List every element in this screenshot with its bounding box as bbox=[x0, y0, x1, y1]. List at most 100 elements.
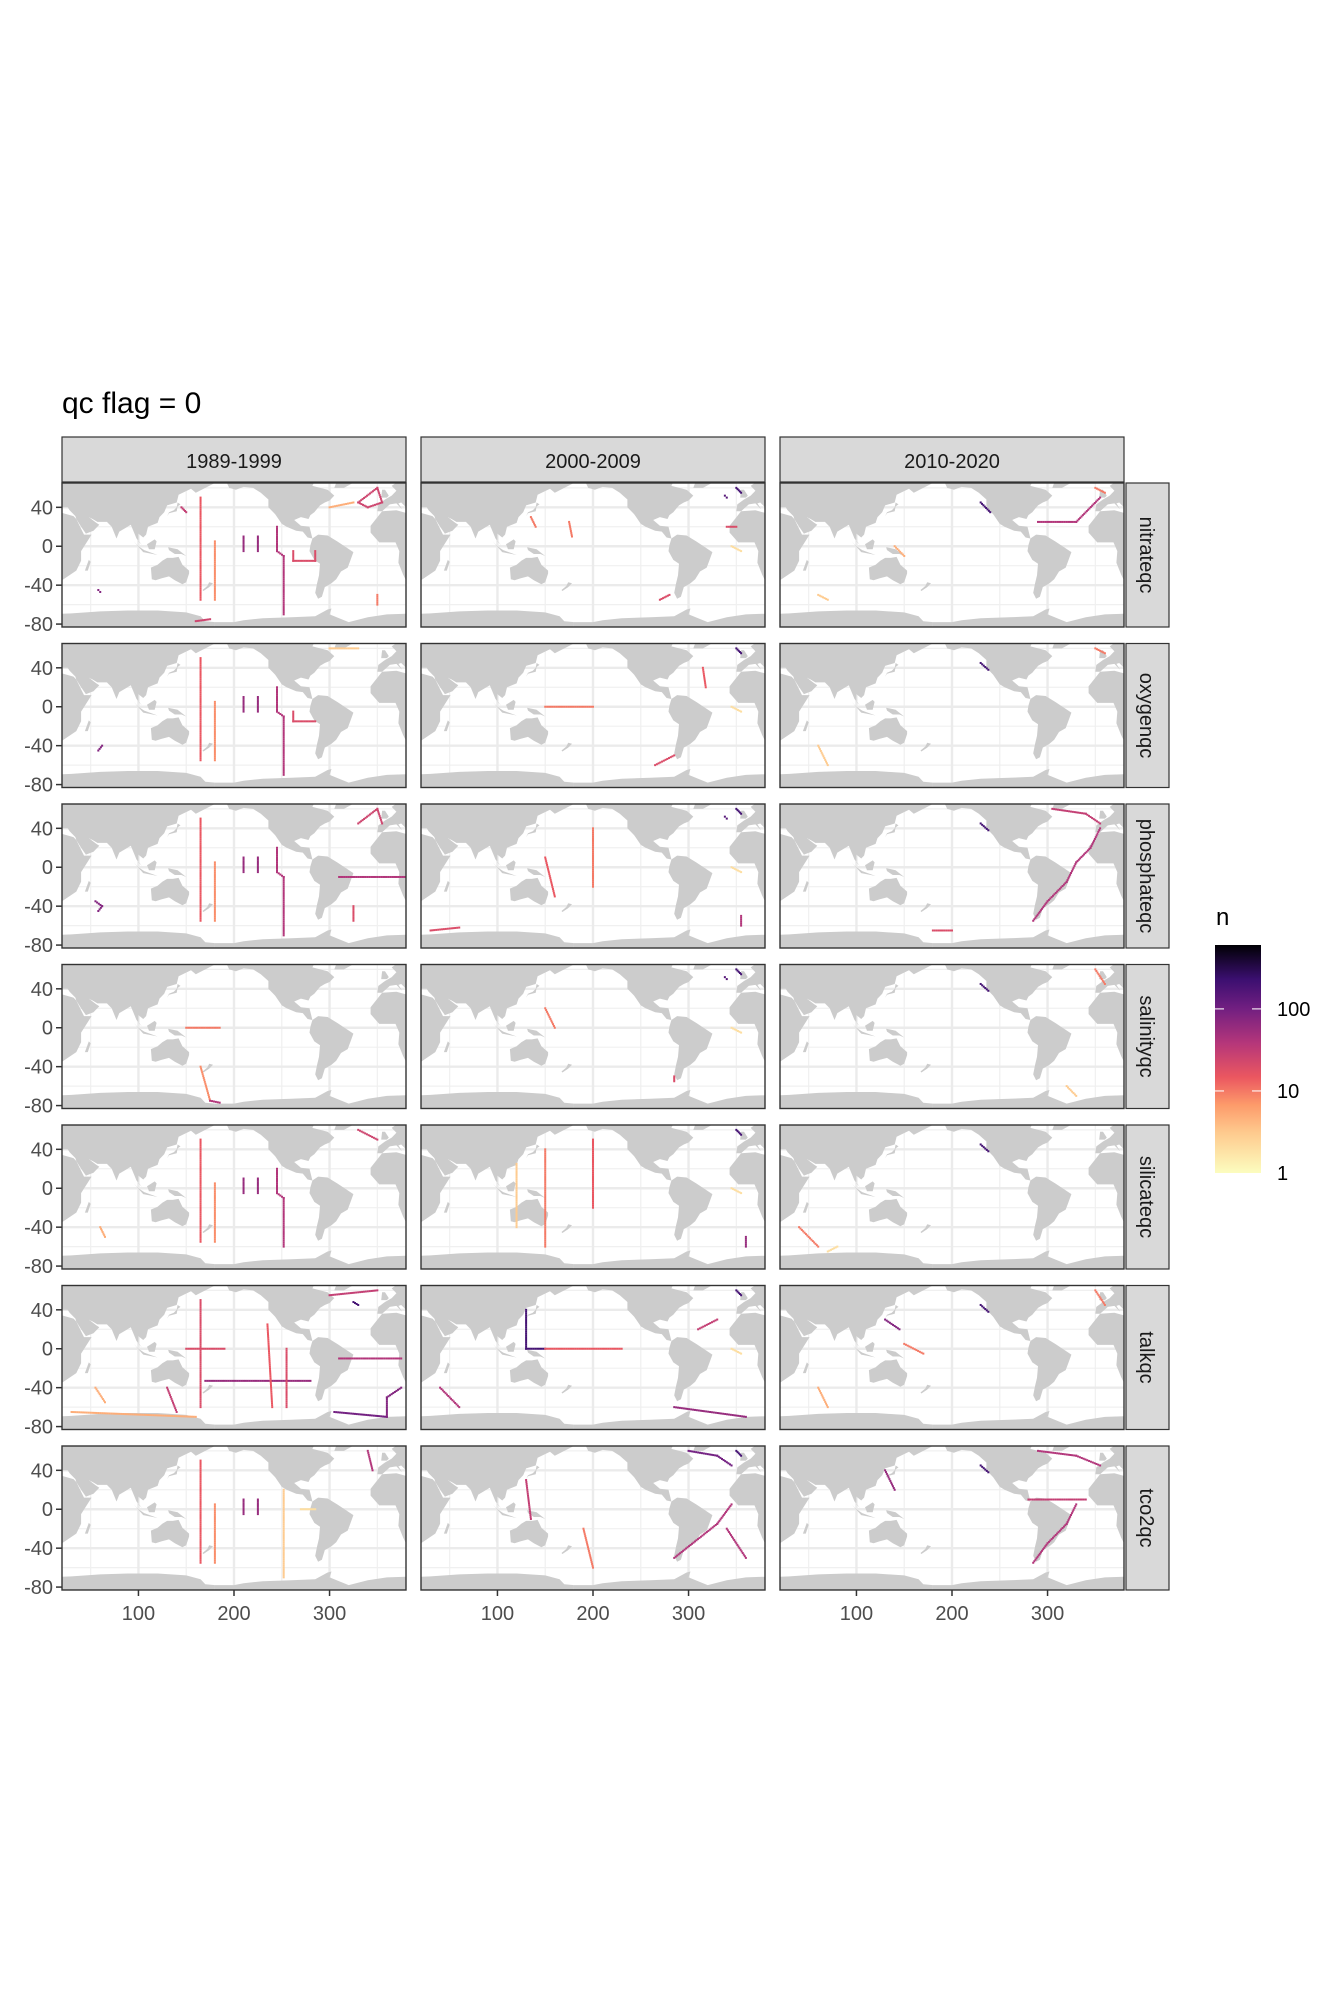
data-cell bbox=[276, 1190, 278, 1193]
data-cell bbox=[213, 900, 216, 903]
data-cell bbox=[199, 676, 202, 679]
data-cell bbox=[292, 550, 295, 553]
land-polygon bbox=[527, 1349, 546, 1359]
data-cell bbox=[242, 1184, 245, 1187]
land-polygon bbox=[150, 717, 190, 745]
data-cell bbox=[726, 1509, 729, 1512]
data-cell bbox=[591, 1562, 594, 1565]
data-cell bbox=[592, 1161, 594, 1164]
panel-border bbox=[779, 803, 1125, 949]
data-cell bbox=[207, 1026, 210, 1029]
data-cell bbox=[525, 1479, 528, 1482]
data-cell bbox=[199, 591, 202, 594]
data-cell bbox=[131, 1413, 134, 1416]
legend-label: 1 bbox=[1277, 1163, 1288, 1185]
data-cell bbox=[908, 1345, 911, 1348]
data-cell bbox=[199, 736, 202, 739]
data-cell bbox=[549, 876, 552, 879]
land-polygon bbox=[920, 1545, 931, 1554]
data-cell bbox=[384, 1415, 387, 1418]
data-cell bbox=[825, 1402, 828, 1405]
data-cell bbox=[818, 1388, 821, 1391]
data-cell bbox=[205, 1086, 208, 1089]
data-cell bbox=[544, 1226, 547, 1229]
data-cell bbox=[559, 705, 562, 708]
data-cell bbox=[282, 732, 285, 735]
data-cell bbox=[368, 813, 371, 816]
land-polygon bbox=[329, 782, 406, 785]
data-cell bbox=[285, 1373, 288, 1376]
data-cell bbox=[544, 1160, 547, 1162]
data-cell bbox=[199, 844, 202, 847]
data-cell bbox=[199, 1318, 202, 1321]
data-cell bbox=[1067, 877, 1070, 880]
data-cell bbox=[270, 1390, 273, 1393]
land-polygon bbox=[693, 1125, 712, 1130]
land-polygon bbox=[865, 1020, 875, 1031]
data-cell bbox=[213, 1522, 216, 1525]
land-polygon bbox=[802, 1362, 809, 1374]
data-cell bbox=[213, 1526, 216, 1529]
data-cell bbox=[704, 1452, 707, 1455]
data-cell bbox=[281, 553, 284, 556]
data-cell bbox=[282, 912, 285, 915]
land-polygon bbox=[668, 855, 713, 920]
land-polygon bbox=[377, 1125, 406, 1154]
data-cell bbox=[276, 703, 278, 706]
data-cell bbox=[279, 873, 282, 876]
data-cell bbox=[673, 1406, 676, 1409]
land bbox=[780, 964, 1124, 1109]
land-polygon bbox=[0, 787, 26, 809]
data-cell bbox=[199, 1326, 202, 1329]
land-polygon bbox=[0, 1337, 9, 1401]
data-cell bbox=[570, 535, 573, 538]
data-cell bbox=[199, 575, 202, 578]
data-cell bbox=[931, 929, 934, 932]
data-cell bbox=[199, 571, 202, 574]
data-cell bbox=[213, 745, 216, 748]
data-cell bbox=[665, 595, 668, 598]
data-cell bbox=[282, 1220, 285, 1223]
land-polygon bbox=[693, 483, 712, 488]
data-cell bbox=[199, 861, 202, 864]
data-cell bbox=[199, 900, 202, 903]
data-cell bbox=[213, 1532, 216, 1535]
data-cell bbox=[242, 1513, 245, 1516]
data-cell bbox=[376, 1138, 379, 1141]
data-cell bbox=[199, 728, 202, 731]
panel-phosphateqc-2000-2009 bbox=[420, 803, 766, 949]
data-cell bbox=[282, 756, 285, 759]
data-cell bbox=[170, 1397, 173, 1400]
land-polygon bbox=[370, 991, 406, 1062]
data-cell bbox=[1056, 890, 1059, 893]
land-polygon bbox=[226, 1125, 335, 1181]
data-cell bbox=[143, 1413, 146, 1416]
data-cell bbox=[285, 1365, 288, 1368]
data-cell bbox=[282, 1212, 285, 1215]
land-polygon bbox=[421, 1475, 451, 1544]
data-cell bbox=[1052, 520, 1055, 523]
data-cell bbox=[76, 1411, 79, 1414]
data-cell bbox=[201, 619, 204, 622]
data-cell bbox=[276, 858, 278, 861]
data-cell bbox=[268, 1354, 271, 1357]
data-cell bbox=[589, 1557, 592, 1560]
data-cell bbox=[353, 875, 356, 878]
data-cell bbox=[592, 856, 594, 859]
data-cell bbox=[592, 872, 594, 875]
data-cell bbox=[740, 914, 743, 917]
data-cell bbox=[282, 746, 285, 749]
data-cell bbox=[199, 562, 202, 565]
data-cell bbox=[591, 1564, 594, 1567]
data-cell bbox=[242, 706, 245, 709]
data-cell bbox=[368, 1290, 371, 1293]
data-cell bbox=[1082, 1498, 1085, 1501]
land-polygon bbox=[0, 947, 26, 969]
data-cell bbox=[680, 1407, 683, 1410]
data-cell bbox=[370, 1465, 373, 1468]
data-cell bbox=[352, 905, 355, 908]
data-cell bbox=[892, 1487, 895, 1490]
data-cell bbox=[269, 1373, 272, 1376]
data-cell bbox=[390, 1393, 393, 1396]
data-cell bbox=[199, 759, 202, 762]
